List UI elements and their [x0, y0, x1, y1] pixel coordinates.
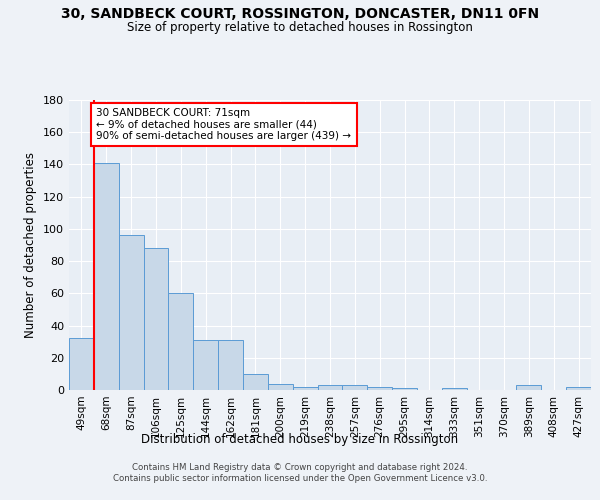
Bar — [268, 384, 293, 390]
Text: Size of property relative to detached houses in Rossington: Size of property relative to detached ho… — [127, 21, 473, 34]
Bar — [119, 236, 143, 390]
Bar — [317, 385, 343, 390]
Text: Distribution of detached houses by size in Rossington: Distribution of detached houses by size … — [142, 432, 458, 446]
Bar — [293, 387, 317, 390]
Text: Contains HM Land Registry data © Crown copyright and database right 2024.: Contains HM Land Registry data © Crown c… — [132, 462, 468, 471]
Text: 30, SANDBECK COURT, ROSSINGTON, DONCASTER, DN11 0FN: 30, SANDBECK COURT, ROSSINGTON, DONCASTE… — [61, 8, 539, 22]
Bar — [367, 387, 392, 390]
Bar — [392, 388, 417, 390]
Text: Contains public sector information licensed under the Open Government Licence v3: Contains public sector information licen… — [113, 474, 487, 483]
Bar — [566, 387, 591, 390]
Y-axis label: Number of detached properties: Number of detached properties — [25, 152, 37, 338]
Bar — [218, 340, 243, 390]
Bar — [169, 294, 193, 390]
Bar — [243, 374, 268, 390]
Bar — [143, 248, 169, 390]
Bar — [69, 338, 94, 390]
Text: 30 SANDBECK COURT: 71sqm
← 9% of detached houses are smaller (44)
90% of semi-de: 30 SANDBECK COURT: 71sqm ← 9% of detache… — [97, 108, 352, 142]
Bar — [94, 163, 119, 390]
Bar — [343, 385, 367, 390]
Bar — [517, 385, 541, 390]
Bar — [193, 340, 218, 390]
Bar — [442, 388, 467, 390]
